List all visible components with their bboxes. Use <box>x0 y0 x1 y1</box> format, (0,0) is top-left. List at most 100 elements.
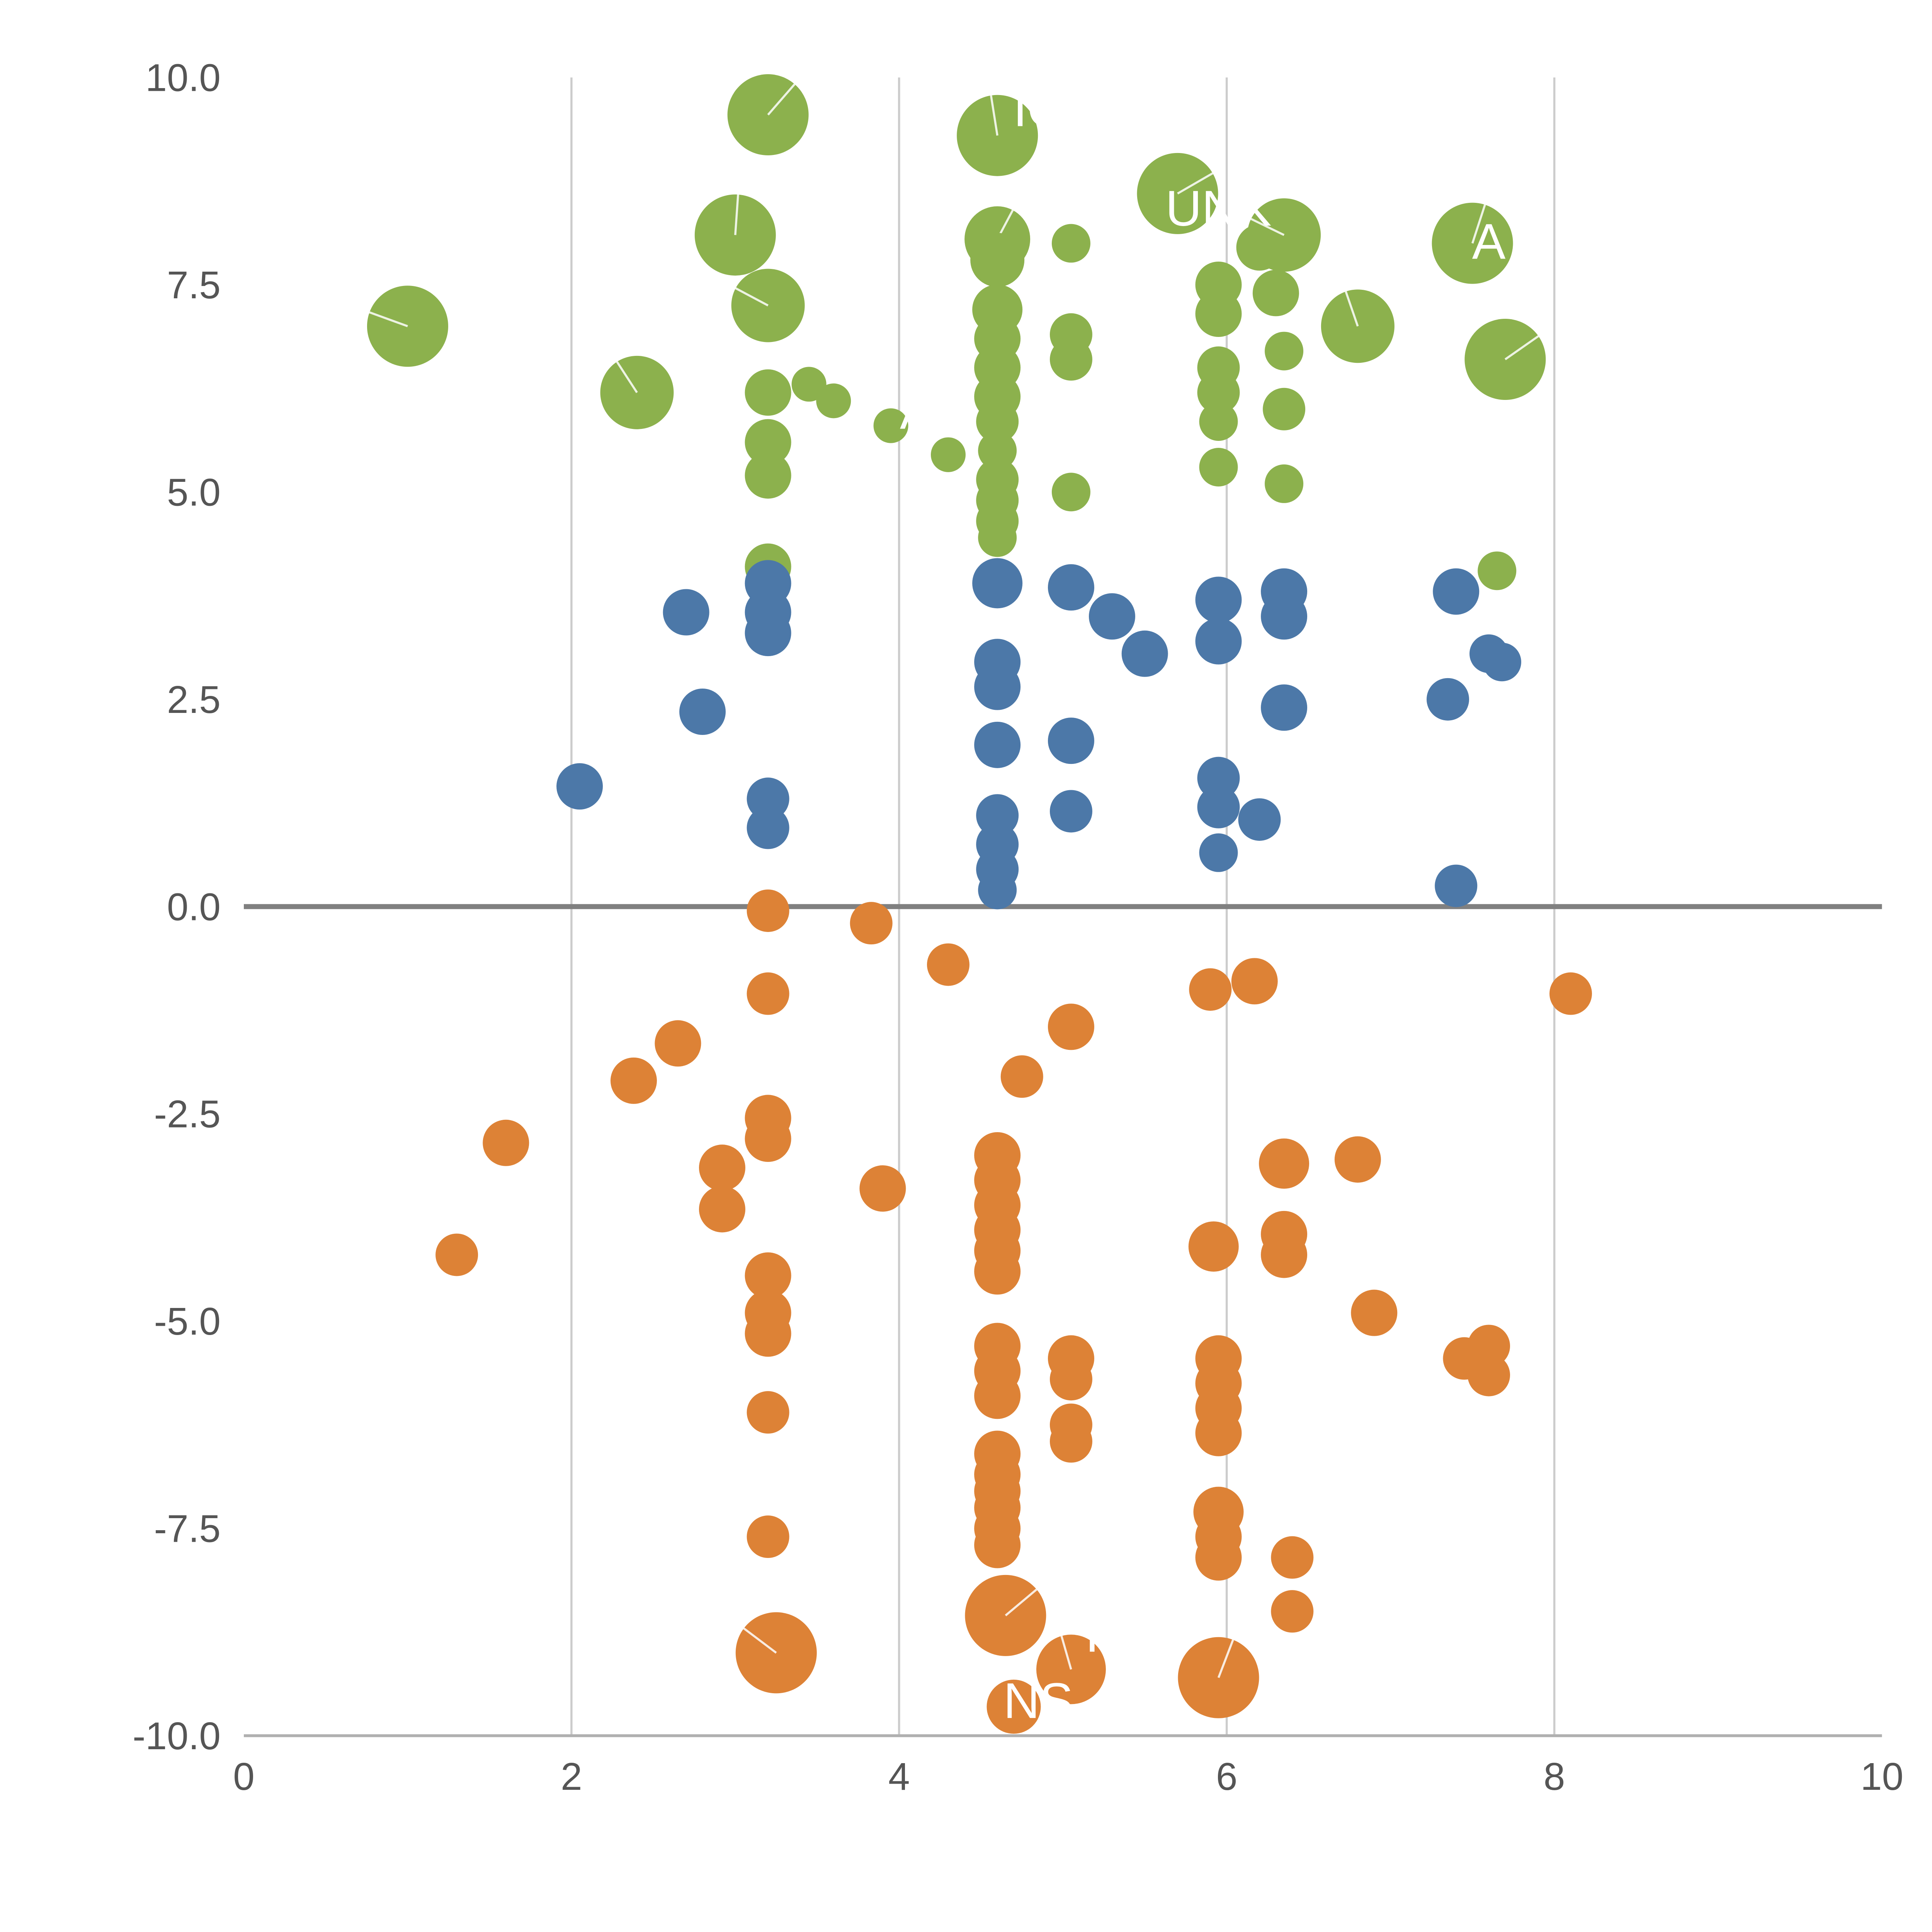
bubble-slice <box>1471 204 1486 244</box>
data-point-orange <box>1049 1358 1092 1401</box>
data-point-orange <box>745 1116 791 1162</box>
data-point-orange <box>1188 1221 1239 1272</box>
data-point-blue <box>1048 718 1094 764</box>
data-point-blue <box>663 589 709 636</box>
data-point-blue <box>1261 684 1308 731</box>
bubble-slice <box>735 287 769 307</box>
data-point-green <box>978 518 1017 557</box>
data-point-blue <box>1088 593 1135 640</box>
data-point-blue <box>1261 593 1308 640</box>
data-point-green <box>1195 291 1242 337</box>
data-point-blue <box>747 806 789 849</box>
data-point-orange <box>1231 958 1278 1005</box>
bubble-slice <box>369 311 408 327</box>
data-point-orange <box>747 1515 789 1558</box>
data-point-orange <box>974 1372 1021 1419</box>
data-point-blue <box>1195 577 1242 623</box>
y-tick-label: 10.0 <box>145 56 221 100</box>
data-point-green <box>745 452 791 499</box>
data-point-blue <box>745 610 791 656</box>
y-tick-label: 5.0 <box>167 471 221 514</box>
bubble-slice <box>743 1628 777 1654</box>
data-point-green <box>1265 464 1304 503</box>
data-point-orange <box>1261 1231 1308 1278</box>
y-tick-label: 0.0 <box>167 885 221 929</box>
bubble-slice <box>1217 1639 1234 1678</box>
y-tick-label: -2.5 <box>154 1093 221 1136</box>
data-point-blue <box>1433 568 1480 615</box>
data-point-green <box>745 369 791 416</box>
bubble-slice <box>1177 172 1213 195</box>
data-point-blue <box>974 721 1021 768</box>
data-point-green <box>970 233 1025 287</box>
data-point-orange <box>1351 1289 1398 1336</box>
data-point-orange <box>483 1119 529 1166</box>
data-point-blue <box>1048 564 1094 611</box>
bubble-slice <box>616 361 638 393</box>
data-point-orange <box>1049 1420 1092 1463</box>
data-point-orange <box>611 1057 657 1104</box>
data-point-green <box>1199 448 1238 487</box>
data-point-orange <box>927 943 969 986</box>
data-point-orange <box>747 889 789 932</box>
data-point-orange <box>859 1165 906 1212</box>
data-point-green <box>791 367 827 402</box>
bubble-slice <box>1345 291 1359 327</box>
bubble-slice <box>1060 1636 1072 1670</box>
y-tick-label: 7.5 <box>167 264 221 307</box>
y-tick-label: -10.0 <box>133 1714 221 1758</box>
y-tick-label: -5.0 <box>154 1300 221 1343</box>
data-point-green <box>1049 338 1092 381</box>
data-point-green <box>976 400 1019 443</box>
data-point-blue <box>556 763 603 810</box>
data-point-orange <box>745 1252 791 1299</box>
data-point-orange <box>1195 1534 1242 1581</box>
data-point-blue <box>1238 798 1281 841</box>
data-point-green <box>1247 198 1321 272</box>
data-point-green <box>1263 388 1306 430</box>
annotation-label: A <box>1472 213 1506 270</box>
data-point-blue <box>679 688 726 735</box>
data-point-blue <box>1049 790 1092 833</box>
data-point-green <box>930 437 966 472</box>
data-point-blue <box>974 663 1021 710</box>
data-point-orange <box>1259 1138 1310 1189</box>
data-point-green <box>1265 332 1304 371</box>
data-point-blue <box>1435 864 1478 907</box>
y-tick-label: -7.5 <box>154 1507 221 1551</box>
data-point-green <box>873 408 908 443</box>
x-tick-label: 2 <box>561 1755 582 1798</box>
data-point-green <box>1252 270 1299 316</box>
data-point-green <box>367 286 448 367</box>
bubble-slice <box>767 83 796 116</box>
data-point-orange <box>1048 1003 1094 1050</box>
data-point-blue <box>1427 678 1469 721</box>
data-point-orange <box>747 1391 789 1434</box>
data-point-orange <box>699 1145 745 1191</box>
data-point-green <box>1199 402 1238 441</box>
x-tick-label: 6 <box>1216 1755 1238 1798</box>
data-point-orange <box>1468 1354 1510 1396</box>
data-point-blue <box>1199 833 1238 872</box>
x-tick-label: 10 <box>1861 1755 1903 1798</box>
data-point-green <box>1137 153 1218 234</box>
annotation-label: NS <box>1003 1672 1073 1729</box>
bubble-slice <box>1250 218 1285 236</box>
data-point-orange <box>699 1186 745 1233</box>
data-point-green <box>1464 319 1546 400</box>
data-point-blue <box>1121 630 1168 677</box>
annotation-label: UNK <box>1165 180 1271 236</box>
x-tick-label: 8 <box>1544 1755 1565 1798</box>
data-point-orange <box>655 1020 701 1067</box>
annotation-label: IC <box>1013 80 1063 137</box>
bubble-slice <box>1005 1588 1037 1616</box>
data-point-green <box>1432 202 1513 284</box>
x-tick-label: 0 <box>233 1755 255 1798</box>
data-point-orange <box>745 1310 791 1357</box>
data-point-orange <box>1549 972 1592 1015</box>
data-point-green <box>745 419 791 466</box>
data-point-orange <box>1271 1536 1314 1579</box>
data-point-blue <box>1197 786 1240 828</box>
